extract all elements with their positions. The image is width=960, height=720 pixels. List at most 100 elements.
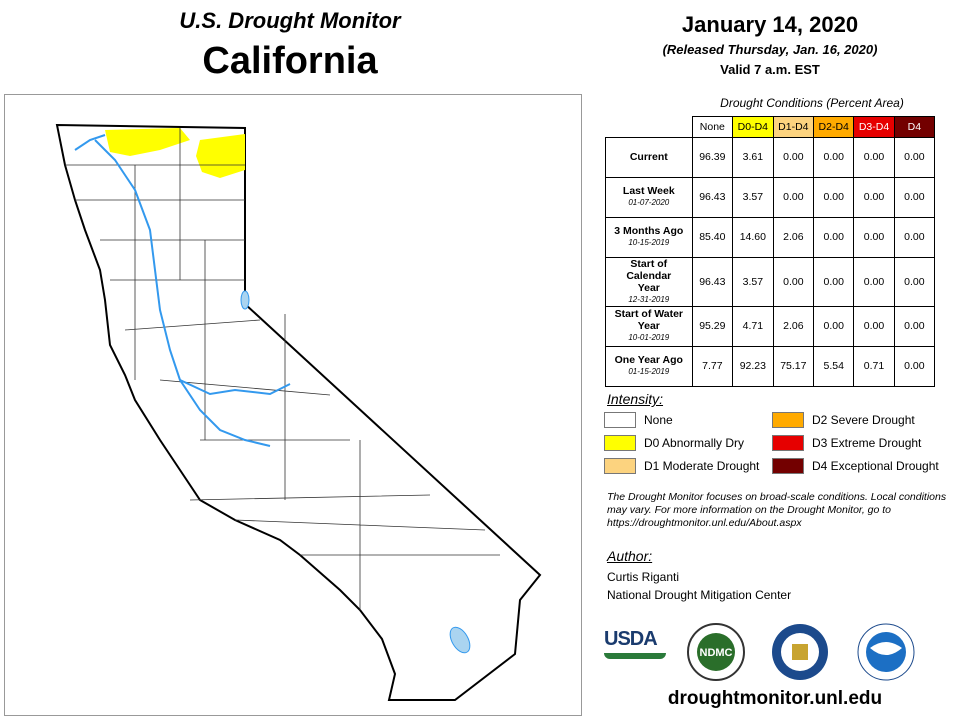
ndmc-text: NDMC bbox=[700, 647, 733, 659]
cell-value: 0.00 bbox=[813, 256, 855, 307]
cell-value: 96.43 bbox=[691, 256, 734, 307]
rivers bbox=[74, 134, 291, 447]
cell-value: 3.57 bbox=[732, 256, 774, 307]
legend-swatch bbox=[604, 435, 636, 451]
column-header: D3-D4 bbox=[853, 116, 895, 138]
legend-item: None bbox=[604, 412, 673, 428]
cell-value: 0.00 bbox=[893, 136, 936, 178]
cell-value: 0.00 bbox=[893, 256, 936, 307]
row-name: Start of Calendar Year bbox=[626, 257, 672, 294]
row-label: One Year Ago 01-15-2019 bbox=[605, 345, 693, 387]
author-name: Curtis Riganti bbox=[607, 570, 680, 584]
cell-value: 0.00 bbox=[772, 136, 815, 178]
conditions-table: None D0-D4 D1-D4 D2-D4 D3-D4 D4 Current 96.39 3.… bbox=[605, 116, 936, 387]
data-row: Current 96.39 3.61 0.00 0.00 0.00 0.00 bbox=[605, 136, 936, 178]
usda-swoosh bbox=[604, 653, 666, 659]
usda-text: USDA bbox=[604, 628, 658, 650]
title: U.S. Drought Monitor bbox=[179, 8, 401, 33]
state: California bbox=[202, 40, 378, 82]
row-name: 3 Months Ago bbox=[614, 225, 684, 237]
d0-area bbox=[196, 134, 245, 178]
header-row: None D0-D4 D1-D4 D2-D4 D3-D4 D4 bbox=[606, 116, 936, 138]
row-name: Last Week bbox=[622, 185, 675, 197]
legend-label: D3 Extreme Drought bbox=[812, 436, 922, 450]
cell-value: 14.60 bbox=[732, 216, 774, 258]
cell-value: 0.00 bbox=[813, 136, 855, 178]
row-label: Last Week 01-07-2020 bbox=[605, 176, 693, 218]
row-date: 10-15-2019 bbox=[628, 238, 670, 247]
table-caption: Drought Conditions (Percent Area) bbox=[720, 96, 904, 110]
row-date: 01-15-2019 bbox=[628, 367, 670, 376]
cell-value: 0.71 bbox=[853, 345, 895, 387]
cell-value: 5.54 bbox=[813, 345, 855, 387]
cell-value: 0.00 bbox=[813, 216, 855, 258]
legend: None D0 Abnormally Dry D1 Moderate Drought… bbox=[604, 412, 954, 482]
cell-value: 0.00 bbox=[772, 176, 815, 218]
url: droughtmonitor.unl.edu bbox=[667, 688, 883, 709]
column-header: D1-D4 bbox=[772, 116, 815, 138]
lake bbox=[240, 290, 250, 310]
row-label: 3 Months Ago 10-15-2019 bbox=[605, 216, 693, 258]
cell-value: 85.40 bbox=[691, 216, 734, 258]
map bbox=[4, 94, 582, 716]
corner-cell bbox=[606, 117, 693, 138]
column-header: None bbox=[691, 116, 734, 138]
legend-label: D0 Abnormally Dry bbox=[644, 436, 745, 450]
row-label: Current bbox=[605, 136, 693, 178]
cell-value: 0.00 bbox=[853, 176, 895, 218]
cell-value: 0.00 bbox=[893, 176, 936, 218]
commerce-shield bbox=[792, 644, 808, 660]
cell-value: 0.00 bbox=[853, 136, 895, 178]
cell-value: 0.00 bbox=[813, 176, 855, 218]
cell-value: 0.00 bbox=[772, 256, 815, 307]
noaa-logo bbox=[857, 623, 915, 681]
row-date: 12-31-2019 bbox=[628, 294, 670, 304]
legend-label: D4 Exceptional Drought bbox=[812, 459, 939, 473]
cell-value: 96.43 bbox=[691, 176, 734, 218]
cell-value: 3.57 bbox=[732, 176, 774, 218]
row-name: One Year Ago bbox=[614, 354, 683, 366]
noaa-bird bbox=[870, 642, 902, 655]
cell-value: 0.00 bbox=[893, 216, 936, 258]
intensity-title: Intensity: bbox=[607, 391, 664, 407]
data-row: Start of Water Year 10-01-2019 95.29 4.71 2.… bbox=[605, 305, 936, 347]
usda-logo: USDA bbox=[604, 628, 666, 670]
legend-item: D0 Abnormally Dry bbox=[604, 435, 744, 451]
cell-value: 0.00 bbox=[853, 305, 895, 347]
legend-swatch bbox=[772, 458, 804, 474]
cell-value: 0.00 bbox=[893, 345, 936, 387]
legend-swatch bbox=[772, 435, 804, 451]
data-row: Last Week 01-07-2020 96.43 3.57 0.00 0.00 0.00… bbox=[605, 176, 936, 218]
column-header: D2-D4 bbox=[813, 116, 855, 138]
row-date: 10-01-2019 bbox=[628, 333, 670, 342]
cell-value: 2.06 bbox=[772, 216, 815, 258]
cell-value: 4.71 bbox=[732, 305, 774, 347]
column-header: D0-D4 bbox=[732, 116, 774, 138]
cell-value: 96.39 bbox=[691, 136, 734, 178]
row-name: Start of Water Year bbox=[614, 308, 684, 332]
data-row: 3 Months Ago 10-15-2019 85.40 14.60 2.06 0.00… bbox=[605, 216, 936, 258]
lake bbox=[449, 626, 471, 654]
legend-item: D1 Moderate Drought bbox=[604, 458, 759, 474]
legend-item: D3 Extreme Drought bbox=[772, 435, 921, 451]
legend-item: D4 Exceptional Drought bbox=[772, 458, 939, 474]
cell-value: 95.29 bbox=[691, 305, 734, 347]
cell-value: 0.00 bbox=[853, 256, 895, 307]
legend-label: D2 Severe Drought bbox=[812, 413, 915, 427]
legend-label: None bbox=[644, 413, 673, 427]
cell-value: 2.06 bbox=[772, 305, 815, 347]
legend-swatch bbox=[604, 412, 636, 428]
column-header: D4 bbox=[893, 116, 936, 138]
legend-swatch bbox=[604, 458, 636, 474]
cell-value: 92.23 bbox=[732, 345, 774, 387]
d0-area bbox=[105, 128, 190, 156]
ndmc-logo: NDMC bbox=[687, 623, 745, 681]
row-name: Current bbox=[629, 151, 668, 163]
legend-label: D1 Moderate Drought bbox=[644, 459, 760, 473]
county-lines bbox=[65, 128, 500, 610]
cell-value: 0.00 bbox=[893, 305, 936, 347]
valid: Valid 7 a.m. EST bbox=[720, 62, 820, 77]
cell-value: 3.61 bbox=[732, 136, 774, 178]
data-row: Start of Calendar Year 12-31-2019 96.43 3.5… bbox=[605, 256, 936, 307]
